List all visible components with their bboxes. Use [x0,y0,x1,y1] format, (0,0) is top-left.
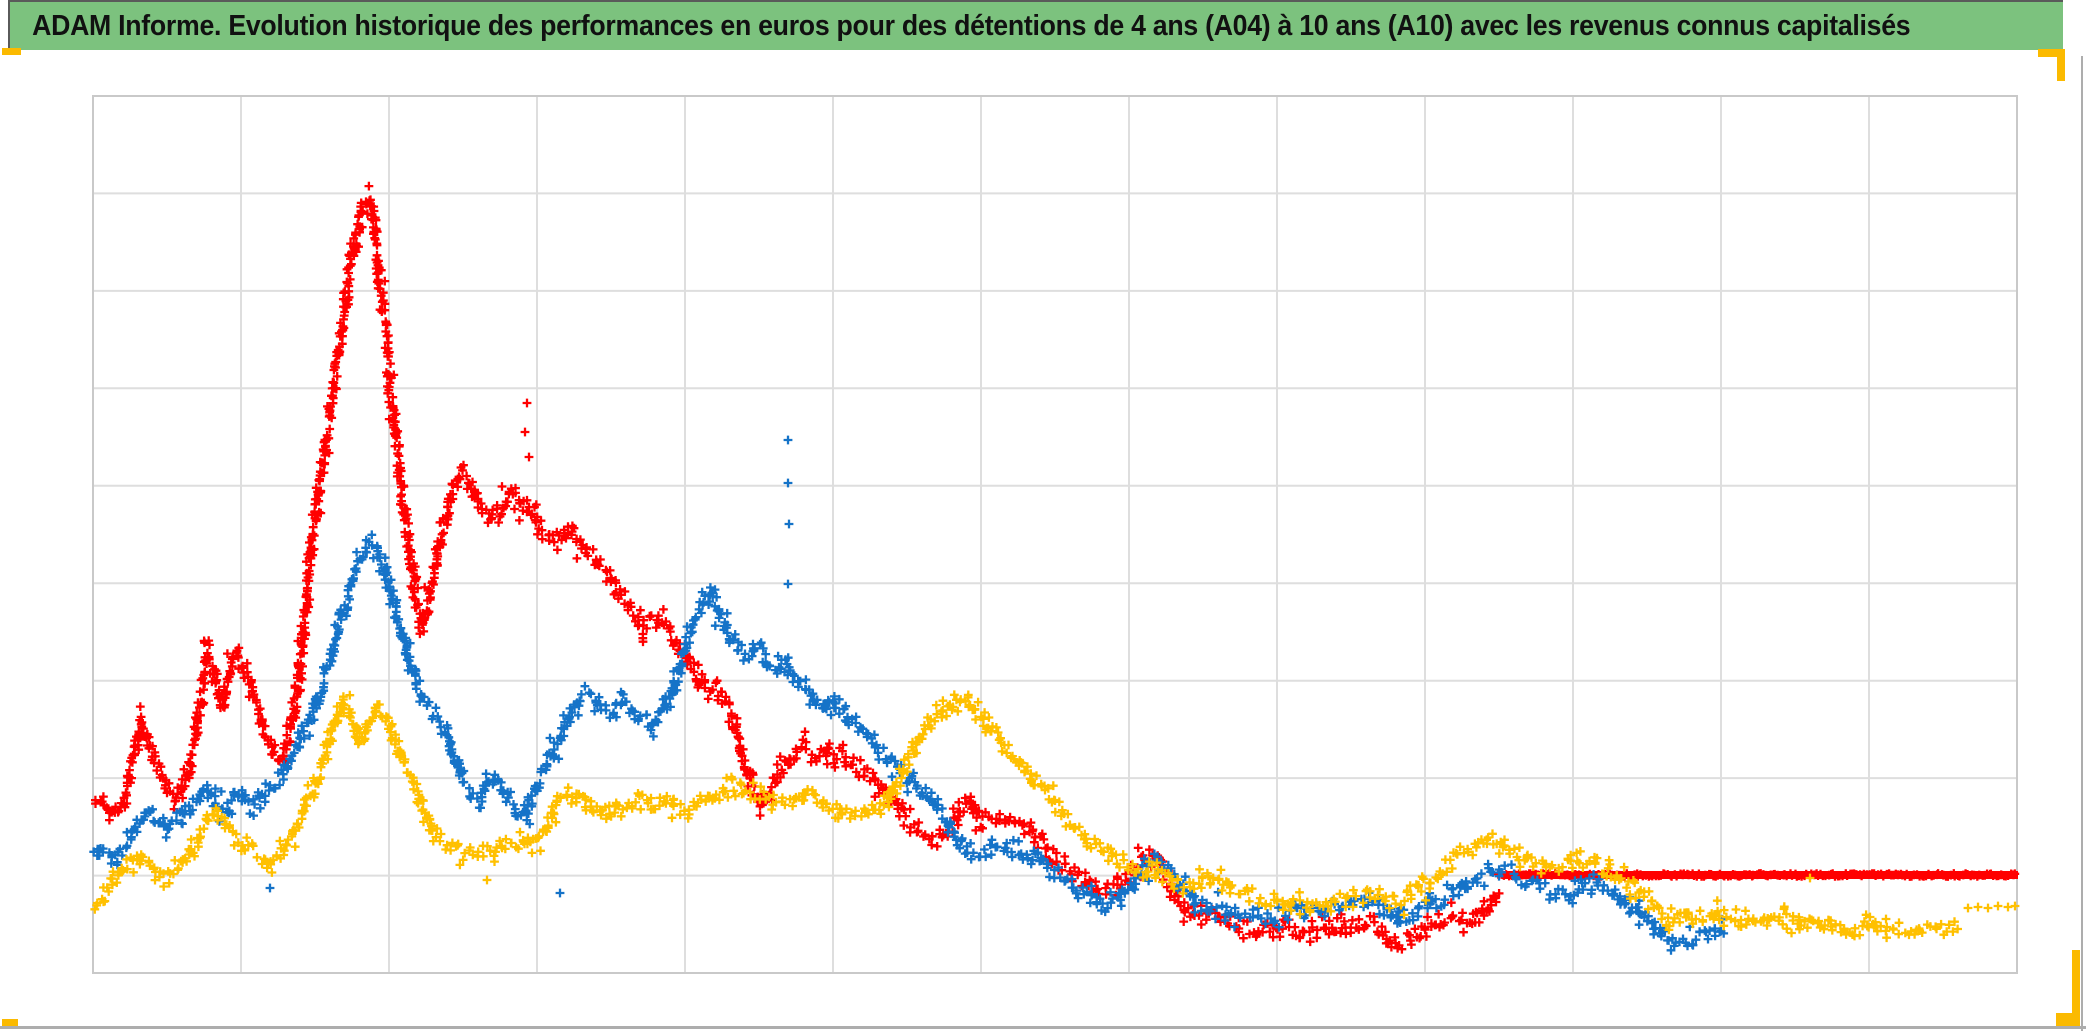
selection-accent-right-strip [2072,950,2080,1026]
chart-title: ADAM Informe. Evolution historique des p… [32,9,1911,42]
gold-series-points [90,690,2020,943]
selection-accent-top-left [2,48,21,55]
blue-series-points [89,435,1729,955]
selection-accent-top-right-h [2038,49,2065,57]
chart-title-bar: ADAM Informe. Evolution historique des p… [8,0,2063,50]
bottom-edge-line [0,1026,2086,1029]
selection-accent-bottom-right-foot [2056,1013,2080,1026]
right-edge-line [2081,56,2083,1031]
selection-accent-bottom-left [2,1019,18,1027]
plot-grid [92,95,2018,974]
selection-accent-top-right-v [2057,49,2065,81]
